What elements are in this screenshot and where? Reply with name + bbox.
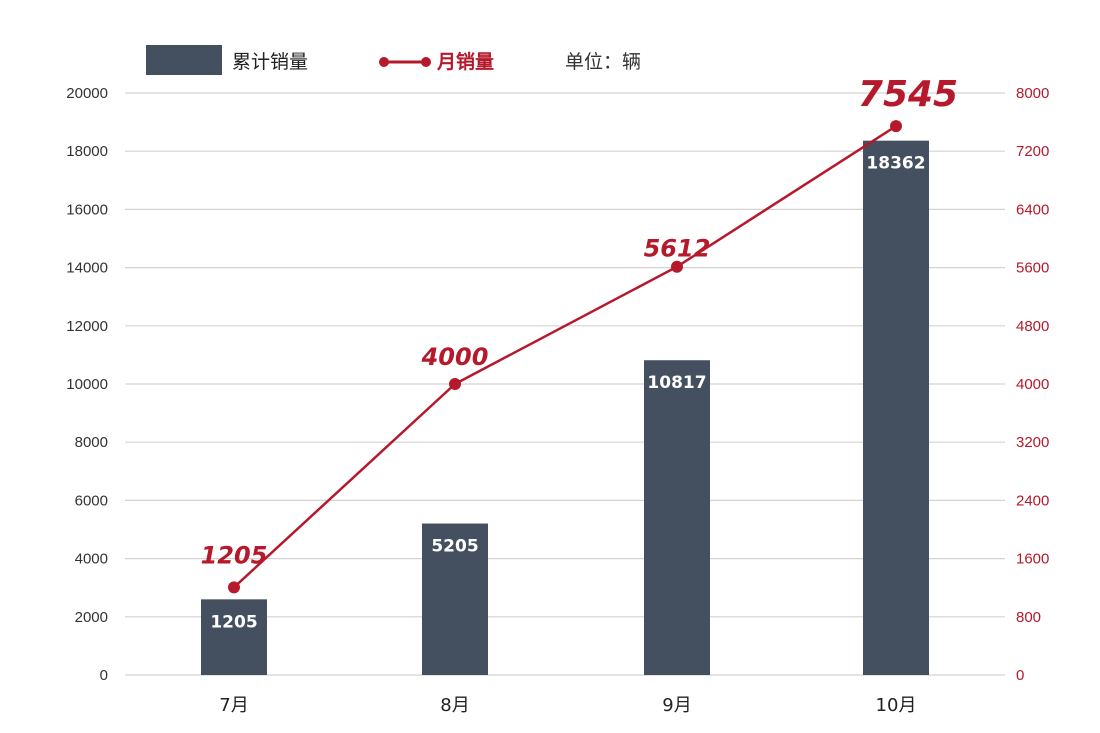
line-series: 1205 4000 5612 7545 [201, 74, 958, 594]
line-point [671, 260, 683, 273]
left-tick-label: 14000 [66, 260, 108, 277]
right-tick-label: 4800 [1016, 318, 1049, 335]
legend-bar-swatch [146, 45, 222, 75]
right-tick-label: 5600 [1016, 260, 1049, 277]
left-tick-label: 2000 [75, 609, 108, 626]
gridlines [125, 92, 1005, 676]
line-point [449, 378, 461, 390]
category-label: 9月 [662, 695, 691, 716]
left-tick-label: 0 [100, 667, 108, 684]
bar-value-label: 1205 [210, 612, 257, 632]
category-axis: 7月 8月 9月 10月 [219, 695, 916, 716]
category-label: 7月 [219, 695, 248, 716]
right-tick-label: 4000 [1016, 376, 1049, 393]
line-path [233, 125, 897, 589]
legend-line-label: 月销量 [436, 50, 494, 73]
line-value-label: 7545 [858, 74, 958, 115]
line-value-label: 4000 [421, 343, 489, 371]
left-tick-label: 20000 [66, 85, 108, 102]
bar-value-label: 5205 [431, 537, 478, 557]
bar-value-label: 10817 [647, 373, 706, 393]
right-tick-label: 3200 [1016, 434, 1049, 451]
legend: 累计销量 月销量 单位：辆 [146, 45, 641, 75]
left-tick-label: 4000 [75, 551, 108, 568]
legend-line-swatch [379, 57, 431, 67]
right-tick-label: 7200 [1016, 143, 1049, 160]
left-tick-label: 8000 [75, 434, 108, 451]
left-tick-label: 18000 [66, 143, 108, 160]
category-label: 8月 [440, 695, 469, 716]
bar-value-label: 18362 [866, 154, 925, 174]
bar [863, 140, 929, 676]
left-axis: 0 2000 4000 6000 8000 10000 12000 14000 16000 180… [66, 85, 108, 684]
left-tick-label: 6000 [75, 492, 108, 509]
legend-bar-label: 累计销量 [232, 51, 308, 73]
category-label: 10月 [876, 695, 917, 716]
right-tick-label: 0 [1016, 667, 1024, 684]
right-tick-label: 6400 [1016, 201, 1049, 218]
bar [201, 599, 267, 675]
line-value-label: 5612 [644, 235, 711, 263]
unit-label: 单位：辆 [565, 51, 641, 73]
line-value-label: 1205 [201, 541, 268, 569]
bar [644, 360, 710, 675]
line-point [890, 120, 902, 133]
line-point [228, 581, 240, 594]
right-tick-label: 8000 [1016, 85, 1049, 102]
bar [422, 523, 488, 675]
left-tick-label: 16000 [66, 201, 108, 218]
right-tick-label: 1600 [1016, 551, 1049, 568]
bar-series: 1205 5205 10817 18362 [201, 140, 929, 676]
right-tick-label: 800 [1016, 609, 1041, 626]
right-tick-label: 2400 [1016, 492, 1049, 509]
left-tick-label: 10000 [66, 376, 108, 393]
right-axis: 0 800 1600 2400 3200 4000 4800 5600 6400 7200 8000 [1016, 85, 1049, 684]
left-tick-label: 12000 [66, 318, 108, 335]
